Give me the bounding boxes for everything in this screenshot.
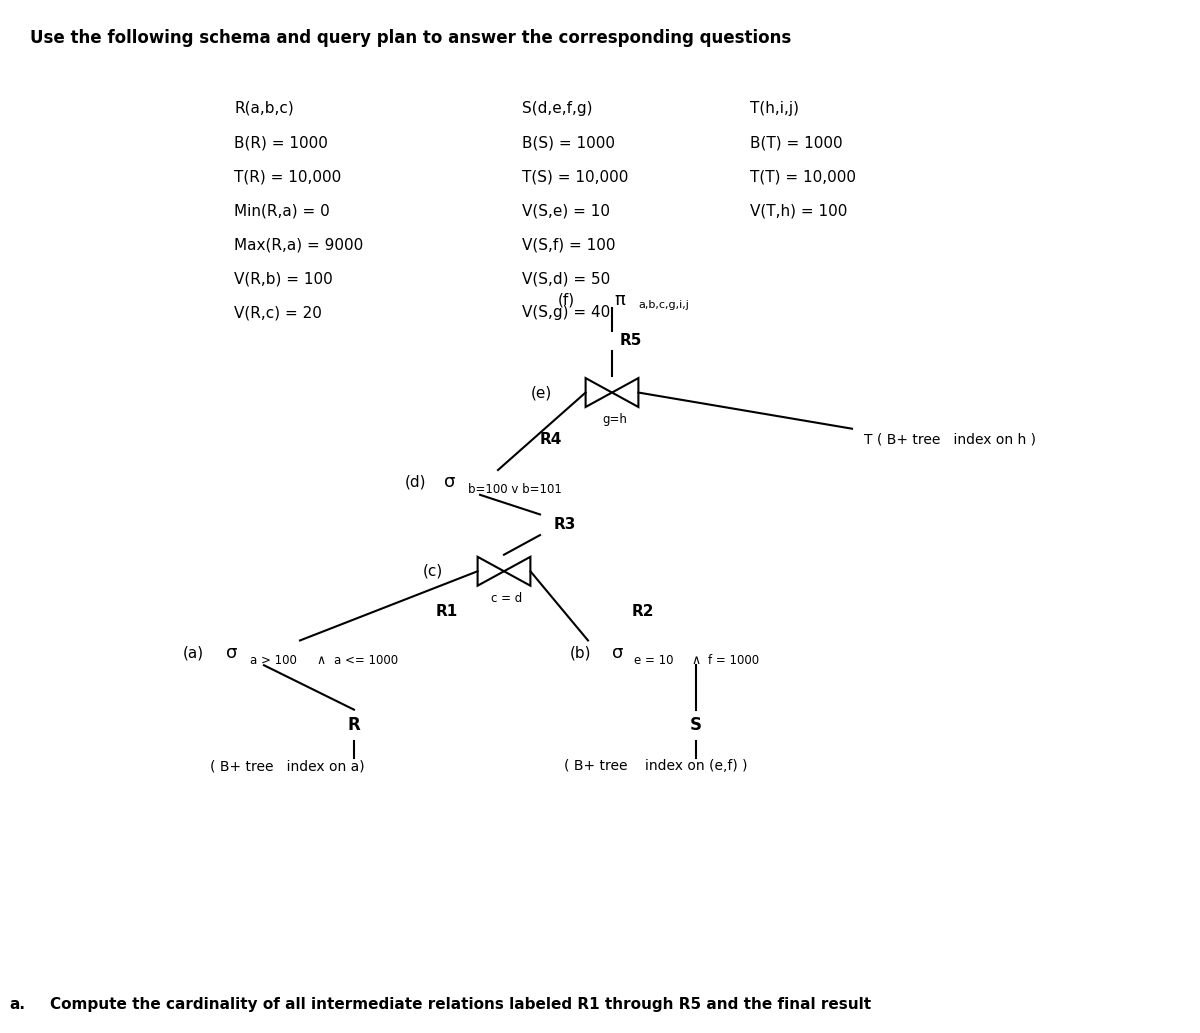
Text: V(R,c) = 20: V(R,c) = 20 <box>234 306 322 320</box>
Text: σ: σ <box>444 473 455 492</box>
Text: b=100 v b=101: b=100 v b=101 <box>468 483 562 496</box>
Text: V(S,d) = 50: V(S,d) = 50 <box>522 272 611 286</box>
Text: Min(R,a) = 0: Min(R,a) = 0 <box>234 204 330 218</box>
Text: a > 100: a > 100 <box>250 654 296 666</box>
Text: V(T,h) = 100: V(T,h) = 100 <box>750 204 847 218</box>
Text: B(R) = 1000: B(R) = 1000 <box>234 135 328 150</box>
Text: B(T) = 1000: B(T) = 1000 <box>750 135 842 150</box>
Text: R(a,b,c): R(a,b,c) <box>234 101 294 116</box>
Text: (a): (a) <box>182 646 204 660</box>
Text: T(R) = 10,000: T(R) = 10,000 <box>234 169 341 184</box>
Text: V(S,g) = 40: V(S,g) = 40 <box>522 306 611 320</box>
Text: V(R,b) = 100: V(R,b) = 100 <box>234 272 332 286</box>
Text: Use the following schema and query plan to answer the corresponding questions: Use the following schema and query plan … <box>30 29 791 46</box>
Text: T(S) = 10,000: T(S) = 10,000 <box>522 169 629 184</box>
Text: S(d,e,f,g): S(d,e,f,g) <box>522 101 593 116</box>
Text: ∧: ∧ <box>317 654 326 666</box>
Text: σ: σ <box>612 644 623 662</box>
Text: R4: R4 <box>540 432 563 446</box>
Text: T(h,i,j): T(h,i,j) <box>750 101 799 116</box>
Text: (d): (d) <box>404 475 426 490</box>
Text: (f): (f) <box>558 292 575 307</box>
Text: f = 1000: f = 1000 <box>708 654 760 666</box>
Text: (e): (e) <box>530 385 552 400</box>
Text: Max(R,a) = 9000: Max(R,a) = 9000 <box>234 238 364 252</box>
Text: ( B+ tree   index on a): ( B+ tree index on a) <box>210 759 365 774</box>
Text: e = 10: e = 10 <box>634 654 673 666</box>
Text: c = d: c = d <box>491 592 522 604</box>
Text: ( B+ tree    index on (e,f) ): ( B+ tree index on (e,f) ) <box>564 759 748 774</box>
Text: a,b,c,g,i,j: a,b,c,g,i,j <box>638 300 689 310</box>
Text: R2: R2 <box>631 604 654 619</box>
Text: Compute the cardinality of all intermediate relations labeled R1 through R5 and : Compute the cardinality of all intermedi… <box>50 997 871 1011</box>
Text: g=h: g=h <box>602 413 626 426</box>
Text: S: S <box>690 716 702 734</box>
Text: T ( B+ tree   index on h ): T ( B+ tree index on h ) <box>864 432 1036 446</box>
Text: π: π <box>614 290 625 309</box>
Text: R3: R3 <box>553 518 576 532</box>
Text: R1: R1 <box>436 604 458 619</box>
Text: ∧: ∧ <box>691 654 701 666</box>
Text: V(S,e) = 10: V(S,e) = 10 <box>522 204 610 218</box>
Text: σ: σ <box>226 644 236 662</box>
Text: V(S,f) = 100: V(S,f) = 100 <box>522 238 616 252</box>
Text: (c): (c) <box>422 564 443 578</box>
Text: B(S) = 1000: B(S) = 1000 <box>522 135 616 150</box>
Text: T(T) = 10,000: T(T) = 10,000 <box>750 169 856 184</box>
Text: (b): (b) <box>570 646 592 660</box>
Text: R5: R5 <box>619 334 642 348</box>
Text: a.: a. <box>10 997 25 1011</box>
Text: R: R <box>348 716 360 734</box>
Text: a <= 1000: a <= 1000 <box>334 654 397 666</box>
